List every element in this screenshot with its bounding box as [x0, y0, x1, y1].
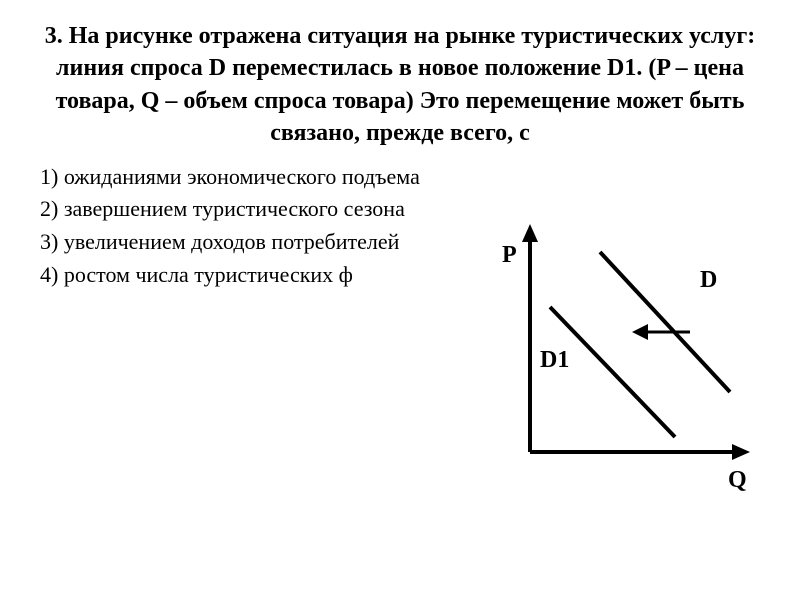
question-title: 3. На рисунке отражена ситуация на рынке… — [40, 20, 760, 150]
demand-chart: P Q D D1 — [480, 212, 760, 492]
chart-svg: P Q D D1 — [480, 212, 760, 492]
y-axis-arrowhead — [522, 224, 538, 242]
option-4: 4) ростом числа туристических ф — [40, 260, 520, 291]
option-1: 1) ожиданиями экономического подъема — [40, 162, 520, 193]
y-axis-label: P — [502, 242, 517, 268]
label-D: D — [700, 267, 717, 293]
shift-arrow-head — [632, 324, 648, 340]
options-list: 1) ожиданиями экономического подъема 2) … — [40, 162, 520, 293]
label-D1: D1 — [540, 347, 569, 373]
content-wrapper: 1) ожиданиями экономического подъема 2) … — [40, 162, 760, 492]
option-3: 3) увеличением доходов потребителей — [40, 227, 520, 258]
option-2: 2) завершением туристического сезона — [40, 194, 520, 225]
x-axis-arrowhead — [732, 444, 750, 460]
x-axis-label: Q — [728, 467, 747, 492]
